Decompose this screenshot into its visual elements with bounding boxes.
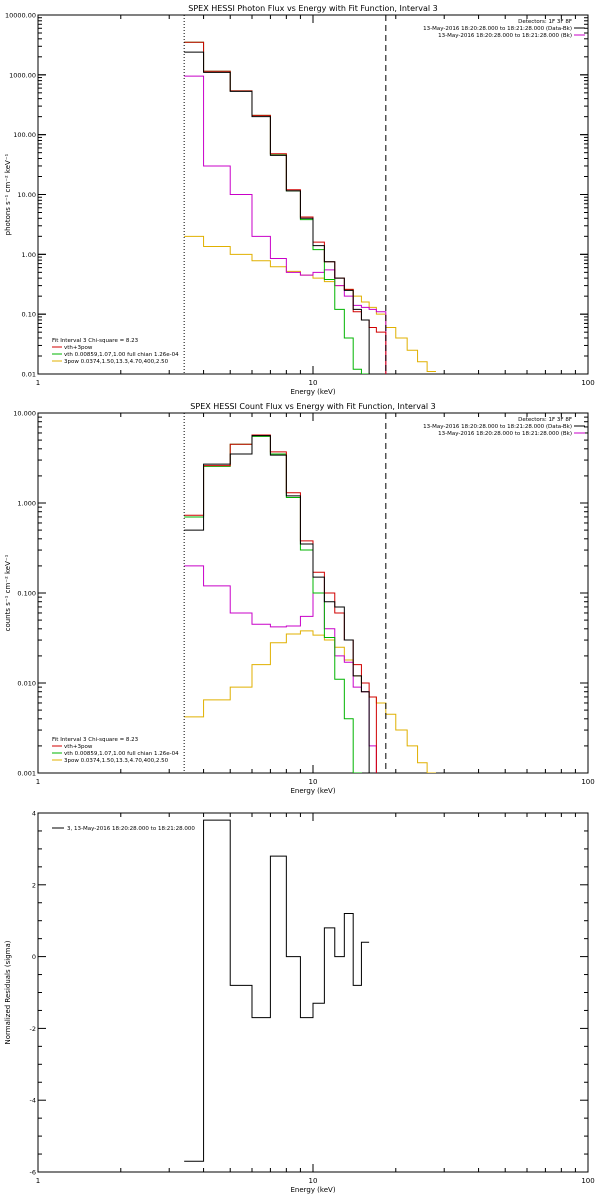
y-tick-label: 0 [32, 953, 36, 961]
x-tick-label: 10 [309, 379, 318, 387]
y-tick-label: 0.10 [22, 311, 36, 319]
y-axis-label: counts s⁻¹ cm⁻² keV⁻¹ [4, 554, 12, 631]
series-data-bk [184, 51, 370, 374]
info-line: Detectors: 1F 3F 8F [518, 417, 572, 423]
y-tick-label: 4 [32, 810, 36, 818]
chart-title: SPEX HESSI Count Flux vs Energy with Fit… [190, 402, 435, 411]
fit-legend-text: 3pow 0.0374,1.50,13.3,4.70,400,2.50 [64, 359, 169, 365]
info-line: 13-May-2016 18:20:28.000 to 18:21:28.000… [438, 33, 572, 39]
x-tick-label: 1 [36, 1177, 40, 1185]
y-tick-label: 1.00 [22, 251, 36, 259]
y-ticks: 0.01 0.10 1.00 10.00 100.00 1000.00 10000.00 [5, 12, 588, 379]
x-axis-label: Energy (keV) [290, 1186, 335, 1194]
fit-legend-text: 3pow 0.0374,1.50,13.3,4.70,400,2.50 [64, 758, 169, 764]
x-ticks: 1 10 100 [36, 413, 595, 786]
info-line: 13-May-2016 18:20:28.000 to 18:21:28.000… [438, 431, 572, 437]
fit-legend-text: vth+3pow [64, 744, 93, 750]
y-tick-label: 10.000 [13, 410, 36, 418]
series-vth-3pow [184, 41, 387, 374]
y-ticks: 0.001 0.010 0.100 1.000 10.000 [13, 410, 588, 778]
y-tick-label: 10.00 [17, 191, 36, 199]
y-tick-label: 2 [32, 881, 36, 889]
residual-legend: 3, 13-May-2016 18:20:28.000 to 18:21:28.… [52, 826, 195, 832]
y-tick-label: 1.000 [17, 500, 36, 508]
series-data-bk [184, 435, 370, 773]
series-vth-3pow [184, 434, 377, 773]
x-tick-label: 1 [36, 778, 40, 786]
fit-legend-text: Fit Interval 3 Chi-square = 8.23 [52, 737, 139, 743]
y-tick-label: 100.00 [13, 131, 36, 139]
residual-legend-text: 3, 13-May-2016 18:20:28.000 to 18:21:28.… [67, 826, 195, 832]
y-tick-label: -4 [30, 1097, 36, 1105]
series-3pow [184, 235, 436, 373]
info-line: 13-May-2016 18:20:28.000 to 18:21:28.000… [423, 424, 572, 430]
x-ticks: 1 10 100 [36, 813, 595, 1185]
series-residuals [184, 819, 370, 1162]
x-tick-label: 100 [581, 379, 594, 387]
chart-title: SPEX HESSI Photon Flux vs Energy with Fi… [188, 4, 438, 13]
series-bk [184, 565, 377, 773]
fit-legend-text: vth 0.00859,1.07,1.00 full chian 1.26e-0… [64, 751, 179, 757]
residuals-panel: Energy (keV) Normalized Residuals (sigma)… [4, 810, 595, 1195]
series-3pow [184, 630, 436, 773]
photon-flux-panel: SPEX HESSI Photon Flux vs Energy with Fi… [4, 4, 595, 396]
y-tick-label: 1000.00 [9, 71, 36, 79]
y-ticks: -6 -4 -2 0 2 4 [30, 810, 588, 1177]
plot-area [184, 819, 370, 1162]
info-line: Detectors: 1F 3F 8F [518, 19, 572, 25]
fit-legend: Fit Interval 3 Chi-square = 8.23vth+3pow… [52, 338, 179, 365]
y-axis-label: photons s⁻¹ cm⁻² keV⁻¹ [4, 153, 12, 235]
info-line: 13-May-2016 18:20:28.000 to 18:21:28.000… [423, 26, 572, 32]
y-tick-label: 10000.00 [5, 12, 36, 20]
plot-area [183, 15, 436, 374]
y-tick-label: 0.01 [22, 371, 36, 379]
x-axis-label: Energy (keV) [290, 388, 335, 396]
fit-legend-text: Fit Interval 3 Chi-square = 8.23 [52, 338, 139, 344]
x-axis-label: Energy (keV) [290, 787, 335, 795]
x-tick-label: 10 [309, 778, 318, 786]
series-vth [184, 435, 362, 773]
x-tick-label: 1 [36, 379, 40, 387]
y-axis-label: Normalized Residuals (sigma) [4, 940, 12, 1044]
y-tick-label: -6 [30, 1169, 36, 1177]
series-vth [184, 41, 370, 374]
y-tick-label: 0.001 [17, 770, 36, 778]
fit-legend: Fit Interval 3 Chi-square = 8.23vth+3pow… [52, 737, 179, 764]
y-tick-label: 0.010 [17, 680, 36, 688]
count-flux-panel: SPEX HESSI Count Flux vs Energy with Fit… [4, 402, 595, 795]
x-ticks: 1 10 100 [36, 15, 595, 387]
fit-legend-text: vth 0.00859,1.07,1.00 full chian 1.26e-0… [64, 352, 179, 358]
y-tick-label: 0.100 [17, 590, 36, 598]
x-tick-label: 100 [581, 1177, 594, 1185]
plot-frame [37, 812, 589, 1173]
plot-frame [37, 14, 589, 375]
series-bk [184, 75, 387, 374]
plot-area [183, 413, 436, 773]
y-tick-label: -2 [30, 1025, 36, 1033]
fit-legend-text: vth+3pow [64, 345, 93, 351]
x-tick-label: 100 [581, 778, 594, 786]
x-tick-label: 10 [309, 1177, 318, 1185]
